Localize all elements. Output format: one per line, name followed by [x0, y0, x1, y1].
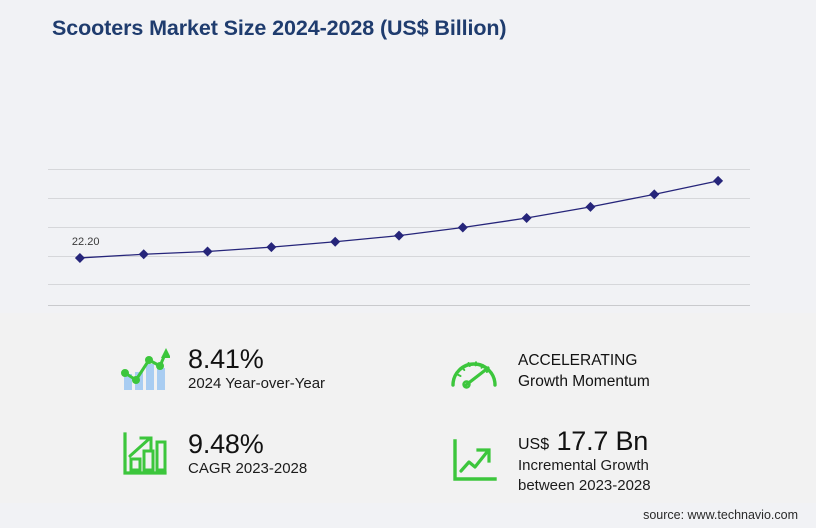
- data-point-label: 22.20: [71, 235, 100, 248]
- stat-incremental-growth: US$ 17.7 Bn Incremental Growth between 2…: [448, 426, 651, 496]
- chart-axis-line: [48, 305, 750, 306]
- trend-arrow-icon: [448, 435, 500, 487]
- page-title: Scooters Market Size 2024-2028 (US$ Bill…: [52, 16, 507, 40]
- gridline-2: [48, 227, 750, 228]
- stat-year-over-year: 8.41% 2024 Year-over-Year: [118, 343, 325, 395]
- speedometer-icon: [448, 345, 500, 397]
- stat-head: ACCELERATING: [518, 351, 638, 369]
- data-point-marker: [202, 246, 213, 257]
- stat-text: ACCELERATING Growth Momentum: [518, 350, 650, 393]
- stat-sub: CAGR 2023-2028: [188, 460, 308, 478]
- gridline-1: [48, 198, 750, 199]
- data-point-marker: [74, 252, 85, 263]
- data-point-marker: [585, 201, 596, 212]
- stat-value: US$ 17.7 Bn: [518, 426, 651, 456]
- data-point-marker: [649, 189, 660, 200]
- stat-text: 9.48% CAGR 2023-2028: [188, 429, 307, 479]
- stat-amount: 17.7 Bn: [556, 426, 649, 456]
- data-point-marker: [266, 242, 277, 253]
- stat-cagr: 9.48% CAGR 2023-2028: [118, 428, 307, 480]
- stat-sub-2: between 2023-2028: [518, 477, 651, 495]
- series-line: [79, 180, 719, 259]
- data-point-marker: [394, 230, 404, 241]
- stat-text: US$ 17.7 Bn Incremental Growth between 2…: [518, 426, 651, 496]
- source-attribution: source: www.technavio.com: [643, 508, 798, 522]
- data-point-marker: [457, 222, 468, 233]
- data-point-marker: [330, 236, 341, 247]
- bar-line-growth-icon: [118, 343, 170, 395]
- stat-value: 9.48%: [188, 428, 264, 459]
- stats-panel: 8.41% 2024 Year-over-Year 9.48% CAGR 202…: [0, 313, 816, 503]
- line-chart: 22.20 2018201920202021202220232024202520…: [0, 60, 816, 327]
- gridline-4: [48, 284, 750, 285]
- gridline-0: [48, 169, 750, 170]
- stat-sub: Growth Momentum: [518, 373, 650, 390]
- stat-sub: 2024 Year-over-Year: [188, 375, 326, 393]
- data-point-marker: [138, 249, 149, 260]
- stat-unit: US$: [518, 436, 550, 453]
- stat-value: 8.41%: [188, 343, 264, 374]
- stat-text: 8.41% 2024 Year-over-Year: [188, 344, 325, 394]
- chart-series: [74, 175, 724, 263]
- data-point-marker: [713, 175, 724, 186]
- gridline-3: [48, 256, 750, 257]
- stat-sub: Incremental Growth: [518, 457, 649, 475]
- stat-growth-momentum: ACCELERATING Growth Momentum: [448, 345, 650, 397]
- bar-chart-arrow-icon: [118, 428, 170, 480]
- data-point-marker: [521, 213, 532, 224]
